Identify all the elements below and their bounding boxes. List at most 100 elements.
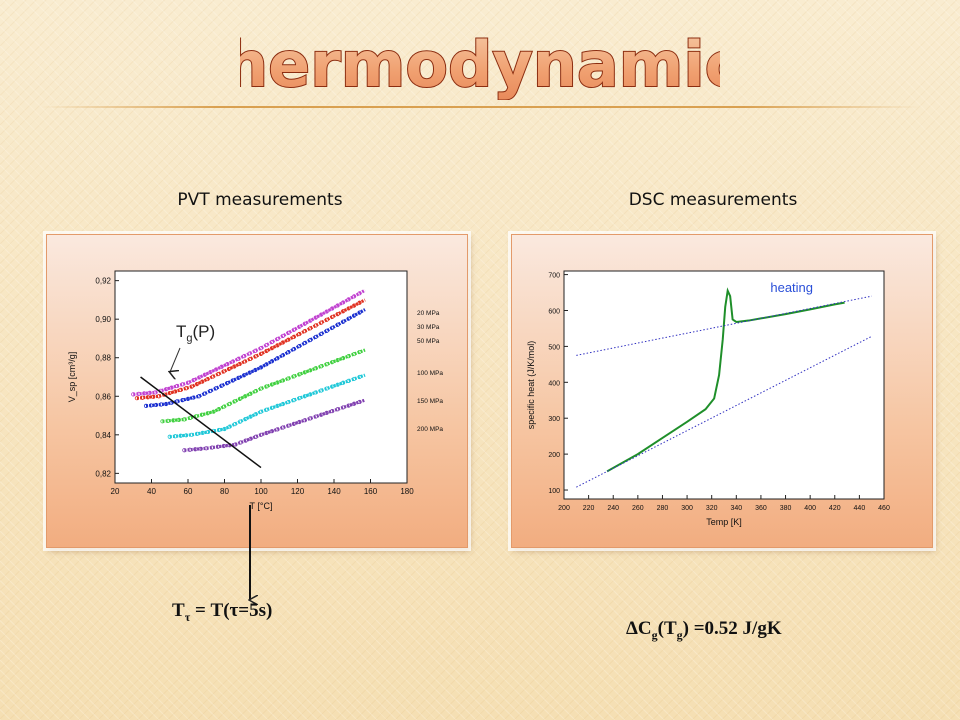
pvt-data-point	[341, 380, 346, 385]
pvt-data-point	[286, 330, 291, 335]
x-tick-label: 160	[364, 487, 378, 496]
pvt-data-point	[182, 448, 187, 453]
pvt-data-point	[211, 409, 216, 414]
tg-label-rest: (P)	[192, 322, 216, 341]
x-tick-label: 20	[111, 487, 120, 496]
pvt-data-point	[142, 391, 147, 396]
pvt-data-point	[335, 303, 340, 308]
y-tick-label: 100	[548, 488, 560, 495]
pvt-data-point	[258, 351, 264, 356]
pvt-data-point	[242, 359, 248, 364]
y-tick-label: 0,92	[95, 277, 111, 286]
pvt-data-point	[258, 345, 264, 351]
x-tick-label: 100	[254, 487, 268, 496]
tau-formula: Tτ = T(τ=5s)	[172, 600, 272, 625]
pvt-series-label: 50 MPa	[417, 338, 440, 345]
pvt-data-point	[302, 418, 307, 423]
pvt-data-point	[351, 376, 357, 382]
pvt-data-point	[351, 351, 357, 357]
y-tick-label: 0,86	[95, 392, 111, 401]
pvt-data-point	[197, 375, 202, 380]
pvt-series-label: 200 MPa	[417, 426, 443, 433]
pvt-data-point	[330, 408, 335, 414]
pvt-data-point	[151, 394, 156, 399]
pvt-data-point	[330, 325, 335, 330]
pvt-data-point	[226, 366, 232, 372]
pvt-data-point	[248, 356, 253, 362]
pvt-data-point	[243, 394, 248, 399]
pvt-data-point	[237, 361, 242, 367]
pvt-data-point	[204, 446, 209, 451]
pvt-data-point	[213, 367, 219, 372]
x-axis-label: T [°C]	[250, 501, 273, 511]
pvt-data-point	[182, 417, 187, 422]
pvt-data-point	[324, 309, 329, 314]
pvt-data-point	[173, 434, 178, 439]
x-tick-label: 140	[327, 487, 341, 496]
pvt-data-point	[208, 370, 213, 375]
pvt-data-point	[297, 419, 302, 425]
pvt-data-point	[291, 334, 296, 339]
pvt-data-point	[196, 394, 202, 399]
x-tick-label: 80	[220, 487, 229, 496]
pvt-data-point	[209, 445, 215, 450]
pvt-data-point	[330, 314, 335, 320]
x-tick-label: 380	[780, 505, 792, 512]
pvt-data-point	[131, 392, 136, 397]
pvt-data-point	[191, 378, 196, 383]
tau-formula-sub: τ	[184, 609, 191, 624]
pvt-data-point	[162, 392, 167, 397]
pvt-data-point	[341, 356, 346, 361]
pvt-data-point	[199, 412, 204, 417]
pvt-data-point	[280, 401, 285, 407]
pvt-data-point	[200, 430, 205, 435]
pvt-data-point	[264, 430, 269, 436]
y-tick-label: 700	[548, 273, 560, 280]
pvt-data-point	[180, 398, 185, 403]
tg-label-sub: g	[186, 332, 193, 345]
pvt-data-point	[258, 409, 264, 414]
pvt-data-point	[330, 360, 335, 365]
pvt-data-point	[167, 390, 172, 396]
pvt-data-point	[324, 386, 329, 391]
pvt-data-point	[153, 402, 159, 408]
pvt-data-point	[236, 375, 241, 380]
pvt-data-point	[269, 346, 275, 351]
pvt-data-point	[238, 419, 243, 424]
pvt-caption: PVT measurements	[177, 190, 343, 210]
pvt-data-point	[253, 434, 258, 439]
pvt-data-point	[280, 353, 285, 358]
pvt-data-point	[253, 389, 258, 394]
pvt-data-point	[248, 414, 253, 419]
pvt-data-point	[308, 326, 313, 331]
pvt-data-point	[264, 407, 269, 412]
x-tick-label: 360	[755, 505, 767, 512]
pvt-data-point	[275, 343, 280, 348]
pvt-data-point	[351, 401, 357, 406]
pvt-data-point	[221, 404, 227, 409]
pvt-data-point	[185, 396, 191, 401]
dcp-rhs: ) =0.52 J/gK	[682, 618, 782, 639]
pvt-data-point	[351, 303, 357, 308]
pvt-data-point	[291, 421, 296, 426]
y-tick-label: 0,84	[95, 431, 111, 440]
pvt-data-point	[351, 294, 357, 299]
pvt-data-point	[185, 380, 191, 385]
pvt-data-point	[216, 427, 222, 433]
pvt-data-point	[189, 384, 194, 389]
pvt-data-point	[302, 321, 307, 326]
pvt-data-point	[232, 364, 237, 369]
pvt-data-point	[264, 362, 269, 367]
pvt-data-point	[178, 433, 183, 438]
pvt-data-point	[169, 385, 174, 390]
pvt-data-point	[210, 374, 216, 379]
pvt-data-point	[153, 390, 158, 395]
pvt-data-point	[286, 350, 291, 355]
pvt-data-point	[324, 317, 329, 322]
pvt-chart-panel: 20 40 60 80 100 120 140 160 180 0,82 0,84 0,86 0,88 0…	[46, 234, 468, 548]
pvt-data-point	[346, 306, 351, 311]
pvt-data-point	[341, 300, 346, 305]
pvt-data-point	[247, 370, 252, 375]
pvt-data-point	[238, 440, 243, 445]
y-tick-label: 0,90	[95, 315, 111, 324]
